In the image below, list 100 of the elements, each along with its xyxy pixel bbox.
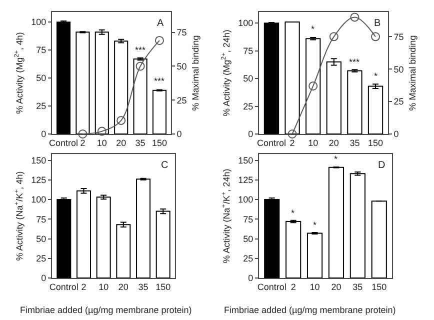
bar — [76, 32, 90, 134]
annotation: *** — [154, 76, 166, 86]
x-tick-label: Control — [256, 138, 286, 148]
bar — [133, 58, 148, 134]
bar — [116, 224, 131, 278]
y-tick-label: 50 — [243, 234, 254, 244]
annotation: * — [311, 24, 315, 34]
y-tick-label: 0 — [41, 273, 46, 284]
y-tick-label: 50 — [36, 234, 46, 244]
y-tick-label: 50 — [243, 74, 254, 84]
annotation: * — [313, 220, 317, 230]
y-tick-label: 0 — [41, 129, 46, 140]
y-tick-label: 125 — [31, 175, 46, 186]
x-tick-label: 150 — [368, 138, 384, 148]
point — [371, 32, 380, 42]
bar — [264, 199, 280, 278]
bar — [114, 40, 128, 134]
x-tick-label: Control — [49, 138, 78, 148]
y-tick-label: 25 — [36, 101, 46, 112]
x-axis-title: Fimbriae added (µg/mg membrane protein) — [224, 305, 396, 315]
annotation: A — [157, 18, 164, 29]
annotation: *** — [349, 57, 360, 67]
y2-tick-label: 25 — [394, 96, 404, 107]
bar — [136, 178, 150, 278]
point — [97, 126, 106, 136]
x-tick-label: Control — [257, 282, 286, 292]
bar — [306, 38, 321, 134]
x-tick-label: 20 — [116, 138, 126, 148]
bar — [347, 70, 362, 134]
x-tick-label: 10 — [96, 138, 107, 148]
x-tick-label: 150 — [372, 282, 387, 292]
x-tick-label: 20 — [118, 282, 128, 292]
y2-tick-label: 50 — [394, 64, 404, 74]
point — [350, 12, 360, 22]
bar — [76, 190, 91, 278]
point — [78, 130, 88, 138]
y2-tick-label: 25 — [176, 95, 187, 106]
x-tick-label: 10 — [308, 138, 318, 148]
bar — [371, 200, 387, 278]
y-tick-label: 75 — [243, 46, 254, 56]
annotation: * — [291, 208, 295, 218]
y2-axis-title: % Maximal binding — [408, 35, 418, 111]
x-tick-label: 35 — [138, 282, 148, 292]
point — [288, 130, 297, 138]
bar — [326, 61, 342, 134]
y2-tick-label: 50 — [176, 61, 187, 72]
bar — [152, 90, 167, 134]
bar — [156, 210, 170, 278]
annotation: *** — [135, 45, 146, 55]
x-tick-label: 2 — [81, 282, 86, 292]
annotation: B — [374, 18, 381, 29]
bar — [96, 196, 111, 278]
y2-axis-title: % Maximal binding — [190, 35, 201, 111]
annotation: * — [374, 71, 378, 81]
y-tick-label: 150 — [238, 155, 254, 166]
x-tick-label: 2 — [290, 138, 295, 148]
bar — [94, 32, 109, 134]
y-tick-label: 100 — [238, 194, 254, 205]
x-tick-label: 150 — [152, 138, 167, 148]
y2-tick-label: 0 — [176, 129, 182, 140]
x-tick-label: Control — [49, 282, 78, 292]
y-tick-label: 100 — [31, 194, 46, 205]
bar — [264, 22, 280, 134]
bar — [306, 232, 323, 278]
x-tick-label: 20 — [331, 282, 342, 292]
bar — [56, 22, 71, 134]
y-tick-label: 75 — [36, 214, 46, 224]
y2-tick-label: 0 — [394, 129, 399, 140]
bar — [284, 21, 300, 134]
annotation: D — [378, 160, 386, 171]
x-axis-title: Fimbriae added (µg/mg membrane protein) — [20, 305, 192, 315]
point — [154, 36, 164, 45]
point — [329, 32, 338, 42]
bar — [328, 166, 344, 278]
bar — [286, 220, 302, 278]
point — [116, 116, 126, 125]
y-tick-label: 100 — [31, 17, 46, 28]
point — [136, 62, 145, 71]
x-tick-label: 20 — [328, 138, 339, 148]
x-tick-label: 2 — [80, 138, 86, 148]
y-tick-label: 50 — [36, 73, 46, 84]
y-tick-label: 25 — [36, 254, 46, 264]
annotation: C — [161, 160, 168, 171]
y-tick-label: 0 — [248, 273, 254, 284]
x-tick-label: 10 — [98, 282, 109, 292]
bar — [368, 86, 384, 134]
y-tick-label: 75 — [243, 214, 254, 224]
x-tick-label: 35 — [350, 138, 360, 148]
point — [308, 81, 318, 90]
y-tick-label: 75 — [36, 45, 46, 56]
x-tick-label: 35 — [135, 138, 146, 148]
x-tick-label: 2 — [290, 282, 296, 292]
y2-tick-label: 75 — [394, 32, 404, 42]
x-tick-label: 10 — [310, 282, 320, 292]
y2-tick-label: 75 — [176, 27, 187, 38]
y-tick-label: 100 — [238, 18, 254, 28]
bar — [350, 173, 366, 278]
x-tick-label: 150 — [156, 282, 171, 292]
bar — [56, 199, 72, 278]
y-tick-label: 125 — [238, 175, 254, 186]
